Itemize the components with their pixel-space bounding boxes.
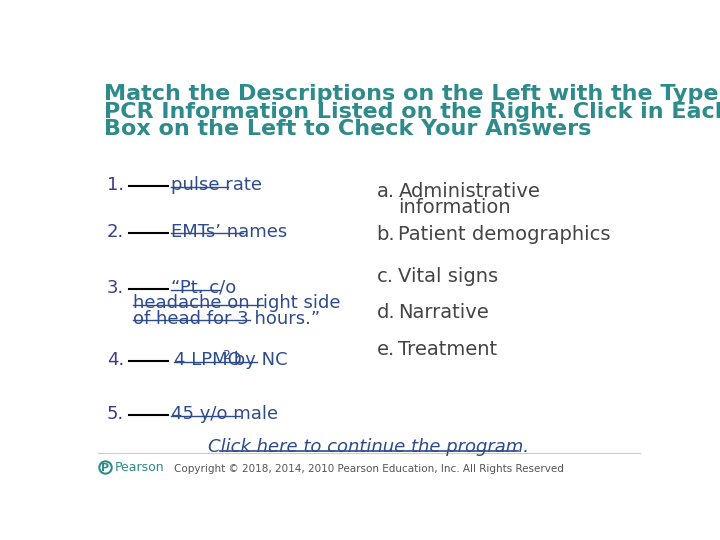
Text: of head for 3 hours.”: of head for 3 hours.” — [132, 309, 320, 328]
Text: Vital signs: Vital signs — [398, 267, 498, 286]
Text: a.: a. — [377, 182, 395, 201]
Text: c.: c. — [377, 267, 394, 286]
Text: P: P — [102, 462, 109, 472]
Text: Click here to continue the program.: Click here to continue the program. — [209, 438, 529, 456]
Text: d.: d. — [377, 303, 395, 322]
Text: by NC: by NC — [228, 351, 287, 369]
Text: EMTs’ names: EMTs’ names — [171, 222, 287, 241]
Text: Box on the Left to Check Your Answers: Box on the Left to Check Your Answers — [104, 119, 591, 139]
Text: b.: b. — [377, 225, 395, 244]
Text: Administrative: Administrative — [398, 182, 540, 201]
Text: 45 y/o male: 45 y/o male — [171, 405, 279, 423]
Text: Narrative: Narrative — [398, 303, 489, 322]
Text: headache on right side: headache on right side — [132, 294, 340, 312]
Text: Match the Descriptions on the Left with the Type of: Match the Descriptions on the Left with … — [104, 84, 720, 104]
Text: 4.: 4. — [107, 351, 125, 369]
Text: Patient demographics: Patient demographics — [398, 225, 611, 244]
Text: Treatment: Treatment — [398, 340, 498, 359]
Text: e.: e. — [377, 340, 395, 359]
Text: PCR Information Listed on the Right. Click in Each: PCR Information Listed on the Right. Cli… — [104, 102, 720, 122]
Text: 2.: 2. — [107, 222, 125, 241]
Text: Pearson: Pearson — [114, 461, 164, 474]
Text: 4 LPMO: 4 LPMO — [174, 351, 241, 369]
Text: “Pt. c/o: “Pt. c/o — [171, 279, 237, 297]
Text: Copyright © 2018, 2014, 2010 Pearson Education, Inc. All Rights Reserved: Copyright © 2018, 2014, 2010 Pearson Edu… — [174, 464, 564, 474]
Text: 1.: 1. — [107, 177, 124, 194]
Text: 5.: 5. — [107, 405, 125, 423]
Text: information: information — [398, 198, 511, 217]
Text: 2: 2 — [222, 349, 230, 362]
Text: 3.: 3. — [107, 279, 125, 297]
Text: pulse rate: pulse rate — [171, 177, 262, 194]
